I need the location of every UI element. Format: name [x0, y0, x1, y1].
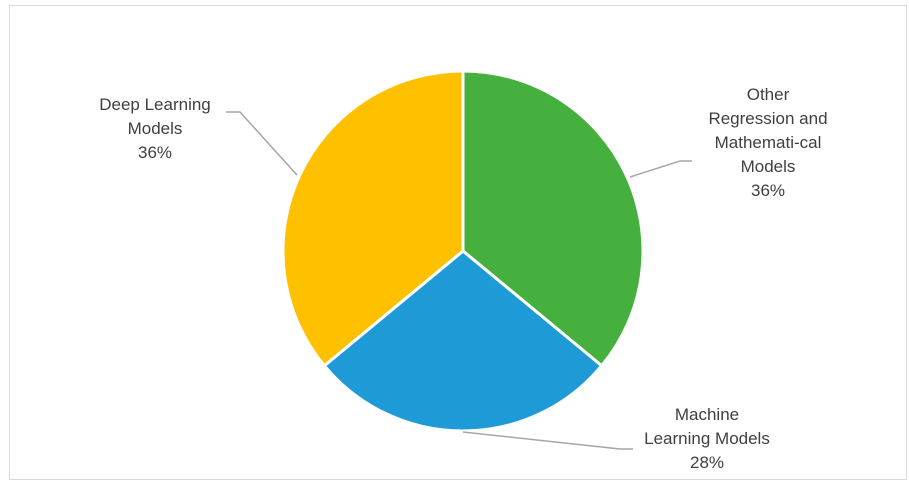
label-other-regression: Other Regression and Mathemati-cal Models 36…: [708, 85, 827, 200]
label-line: Deep Learning: [99, 95, 211, 114]
leader-line: [462, 431, 633, 450]
leader-line: [226, 111, 298, 176]
label-deep-learning: Deep Learning Models 36%: [99, 95, 211, 162]
slice-machine-learning: [322, 249, 604, 433]
label-line: Models: [128, 119, 183, 138]
label-line: Machine: [675, 405, 739, 424]
label-line: 28%: [690, 453, 724, 472]
leader-line: [629, 160, 692, 178]
label-line: Mathemati-cal: [715, 133, 822, 152]
label-line: 36%: [751, 181, 785, 200]
label-machine-learning: Machine Learning Models 28%: [644, 405, 770, 472]
label-line: Regression and: [708, 109, 827, 128]
label-line: Models: [741, 157, 796, 176]
label-line: Learning Models: [644, 429, 770, 448]
slice-deep-learning: [281, 69, 465, 368]
label-line: Other: [747, 85, 790, 104]
slice-other-regression: [461, 69, 645, 368]
label-line: 36%: [138, 143, 172, 162]
